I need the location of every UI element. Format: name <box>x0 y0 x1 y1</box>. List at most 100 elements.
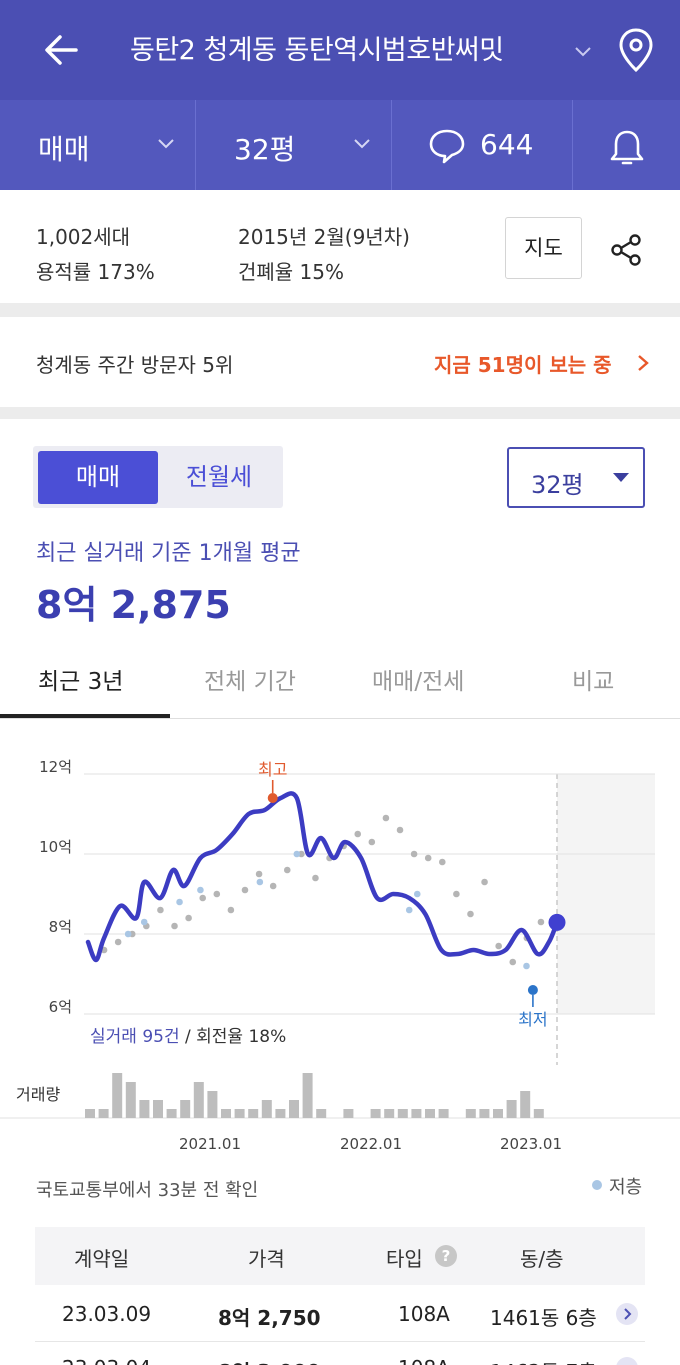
current-point <box>548 913 566 931</box>
volume-bar <box>261 1100 272 1118</box>
row-date: 23.03.09 <box>62 1302 152 1326</box>
y-tick-label: 6억 <box>49 998 72 1016</box>
location-pin-icon[interactable] <box>616 26 656 74</box>
volume-bar <box>125 1082 136 1118</box>
volume-bar <box>493 1109 503 1118</box>
transaction-point <box>283 866 291 874</box>
low-floor-point <box>124 930 132 938</box>
data-source: 국토교통부에서 33분 전 확인 <box>36 1180 259 1201</box>
speech-bubble-icon <box>429 129 465 164</box>
transaction-point <box>157 906 164 914</box>
apartment-title[interactable]: 동탄2 청계동 동탄역시범호반써밋 <box>130 35 504 66</box>
transaction-point <box>269 882 277 890</box>
x-tick-label: 2023.01 <box>500 1135 562 1153</box>
low-floor-point <box>197 886 204 894</box>
volume-bar <box>438 1109 449 1118</box>
volume-bar <box>153 1100 163 1118</box>
high-point <box>267 793 278 803</box>
row-detail-button[interactable] <box>616 1357 638 1365</box>
toggle-sale[interactable]: 매매 <box>38 451 158 504</box>
col-contract-date: 계약일 <box>74 1247 130 1271</box>
back-arrow-icon[interactable] <box>40 28 84 72</box>
average-price: 8억 2,875 <box>36 583 231 627</box>
app-header: 동탄2 청계동 동탄역시범호반써밋 <box>0 0 680 100</box>
volume-bar <box>234 1109 245 1118</box>
low-floor-point <box>293 850 301 858</box>
tab-all-period[interactable]: 전체 기간 <box>204 669 296 695</box>
col-type: 타입 <box>386 1247 423 1271</box>
size-select-label: 32평 <box>531 471 584 499</box>
volume-bar <box>221 1109 231 1118</box>
divider <box>195 100 196 190</box>
filter-bar: 매매 32평 644 <box>0 100 680 190</box>
turnover-rate: / 회전율 18% <box>180 1027 287 1047</box>
size-dropdown[interactable]: 32평 <box>196 100 391 190</box>
row-date: 23.03.04 <box>62 1356 151 1365</box>
volume-bar <box>207 1091 218 1118</box>
volume-bar <box>384 1109 395 1118</box>
transaction-point <box>382 814 390 822</box>
transaction-point <box>495 942 502 950</box>
comments-button[interactable]: 644 <box>392 100 572 190</box>
volume-bar <box>465 1109 476 1118</box>
viewing-now-link[interactable]: 지금 51명이 보는 중 <box>434 349 612 378</box>
caret-down-icon <box>613 473 629 482</box>
legend-low-floor: 저층 <box>609 1177 643 1198</box>
row-divider <box>35 1341 645 1342</box>
future-shade <box>557 774 655 1014</box>
volume-bar <box>289 1100 299 1118</box>
chevron-right-icon <box>624 1308 632 1320</box>
visitor-rank: 청계동 주간 방문자 5위 <box>36 353 234 377</box>
volume-bar <box>425 1109 435 1118</box>
volume-bar <box>302 1073 313 1118</box>
volume-bar <box>166 1109 177 1118</box>
chevron-down-icon <box>158 139 174 149</box>
chevron-right-icon[interactable] <box>636 353 650 373</box>
transaction-point <box>185 914 192 922</box>
bell-icon[interactable] <box>608 128 646 168</box>
trade-summary: 실거래 95건 / 회전율 18% <box>90 1027 286 1047</box>
comment-count: 644 <box>480 128 534 161</box>
size-select[interactable]: 32평 <box>507 447 645 508</box>
transaction-point <box>410 850 418 858</box>
volume-bar <box>85 1109 95 1118</box>
row-detail-button[interactable] <box>616 1303 638 1325</box>
transaction-point <box>213 890 221 898</box>
households: 1,002세대 <box>36 225 131 249</box>
section-gap <box>0 407 680 419</box>
building-coverage-ratio: 건폐율 15% <box>238 260 345 284</box>
tab-sale-jeonse[interactable]: 매매/전세 <box>372 669 465 695</box>
tab-compare[interactable]: 비교 <box>572 669 615 695</box>
row-dong: 1461동 6층 <box>490 1306 597 1330</box>
toggle-rent[interactable]: 전월세 <box>185 463 253 491</box>
transaction-point <box>354 830 362 838</box>
legend-low-floor-dot <box>592 1180 602 1190</box>
price-line <box>85 791 560 963</box>
tab-recent-3y[interactable]: 최근 3년 <box>38 669 124 695</box>
transaction-point <box>171 922 178 930</box>
volume-bar <box>275 1109 286 1118</box>
volume-bar <box>506 1100 517 1118</box>
viewing-now-text: 지금 51명이 보는 중 <box>434 353 612 377</box>
share-icon[interactable] <box>608 232 644 268</box>
transaction-point <box>227 906 235 914</box>
transaction-point <box>509 958 517 966</box>
y-tick-label: 8억 <box>49 918 72 936</box>
high-label: 최고 <box>258 760 287 779</box>
chevron-down-icon[interactable] <box>572 40 594 62</box>
chevron-down-icon <box>354 139 370 149</box>
map-button[interactable]: 지도 <box>505 217 582 279</box>
active-tab-indicator <box>0 714 170 718</box>
help-icon[interactable]: ? <box>435 1245 457 1267</box>
transaction-point <box>467 910 474 918</box>
volume-bar <box>248 1109 259 1118</box>
size-label: 32평 <box>234 133 296 166</box>
transaction-point <box>241 886 249 894</box>
transaction-point <box>537 918 545 926</box>
deal-type-dropdown[interactable]: 매매 <box>0 100 195 190</box>
volume-bar <box>370 1109 381 1118</box>
deal-type-label: 매매 <box>38 133 90 166</box>
table-header <box>35 1227 645 1285</box>
transaction-point <box>368 838 376 846</box>
